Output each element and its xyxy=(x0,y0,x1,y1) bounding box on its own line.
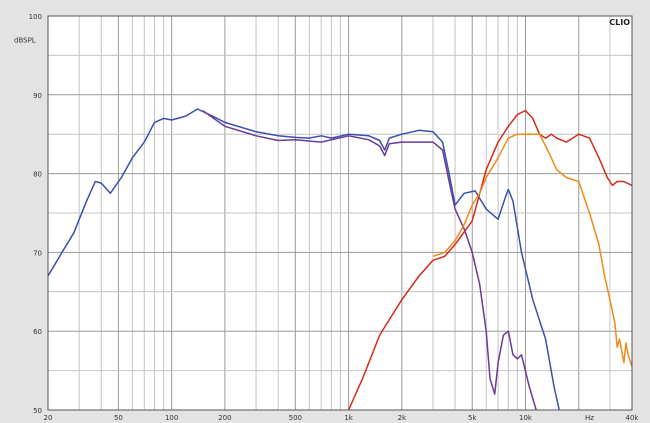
y-tick-label: 70 xyxy=(33,249,42,257)
y-tick-label: 60 xyxy=(33,328,42,336)
series-line-2 xyxy=(202,109,537,411)
series-line-3 xyxy=(347,109,633,411)
series-line-4 xyxy=(432,133,633,367)
x-tick-label: 200 xyxy=(218,414,231,422)
x-tick-label: 500 xyxy=(289,414,302,422)
x-tick-label: 5k xyxy=(468,414,477,422)
x-tick-label: 10k xyxy=(519,414,533,422)
y-axis-unit-label: dBSPL xyxy=(14,37,36,45)
x-tick-label: 2k xyxy=(398,414,407,422)
x-tick-label: 50 xyxy=(114,414,123,422)
x-tick-label: 40k xyxy=(626,414,640,422)
y-tick-labels: 100 90 80 70 60 50 xyxy=(29,13,42,415)
x-axis-unit-label: Hz xyxy=(585,414,594,422)
x-tick-label: 100 xyxy=(165,414,178,422)
y-tick-label: 80 xyxy=(33,171,42,179)
series-line-1 xyxy=(47,108,560,411)
y-tick-label: 90 xyxy=(33,92,42,100)
x-tick-label: 20 xyxy=(44,414,53,422)
plot-border xyxy=(47,15,633,411)
series-layer xyxy=(47,108,633,411)
brand-label: CLIO xyxy=(609,18,630,27)
x-tick-label: 1k xyxy=(344,414,353,422)
y-tick-label: 100 xyxy=(29,13,42,21)
x-tick-labels: 20 50 100 200 500 1k 2k 5k 10k 40k xyxy=(44,414,640,422)
y-tick-label: 50 xyxy=(33,407,42,415)
